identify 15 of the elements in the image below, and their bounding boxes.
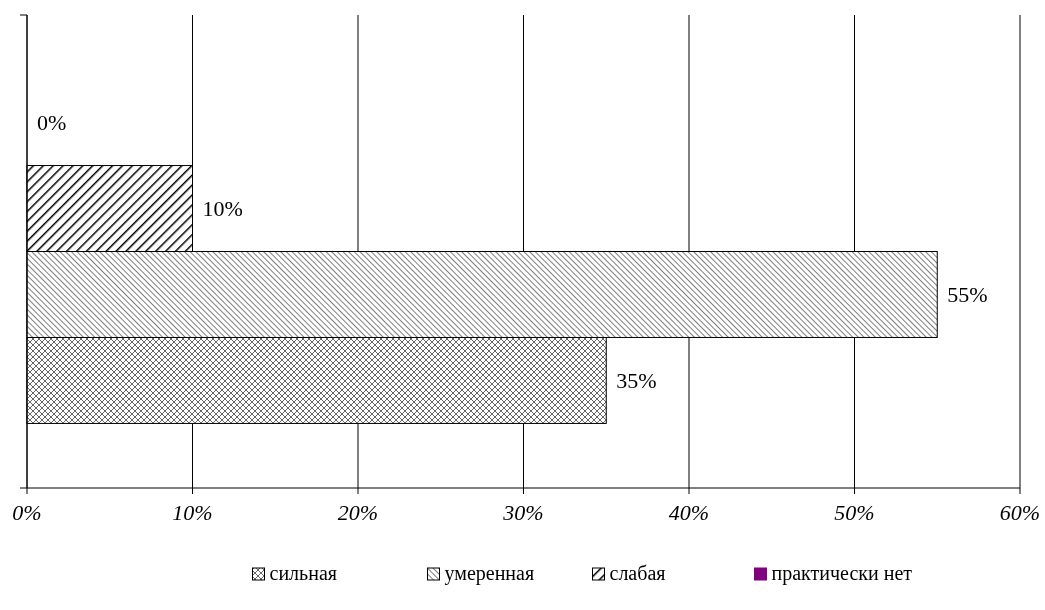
x-tick-label: 30% [502, 500, 544, 525]
text: 0% [37, 110, 67, 136]
x-tick-label: 60% [999, 500, 1041, 525]
legend-label: умеренная [444, 562, 535, 585]
x-tick-label: 20% [337, 500, 379, 525]
text: 10% [202, 196, 243, 222]
x-tick-label: 10% [172, 500, 213, 525]
text: 55% [947, 282, 988, 308]
legend-label: практически нет [771, 562, 913, 585]
x-tick-label: 0% [12, 500, 42, 525]
text: 35% [616, 368, 657, 394]
x-tick-label: 50% [834, 500, 875, 525]
legend-label: сильная [269, 562, 337, 584]
legend-label: слабая [609, 562, 666, 584]
x-tick-label: 40% [668, 500, 710, 525]
